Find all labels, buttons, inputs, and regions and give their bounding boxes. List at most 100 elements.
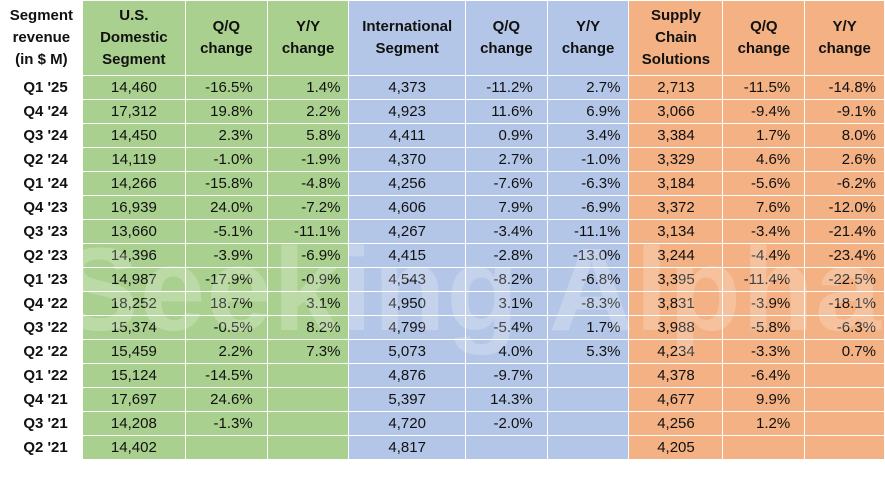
scs-yy-change-cell: -14.8% <box>804 75 885 100</box>
supply-chain-value-cell: 4,378 <box>628 363 724 388</box>
us-qq-change-cell: 19.8% <box>184 99 268 124</box>
us-domestic-value-cell: 13,660 <box>81 219 186 244</box>
us-yy-change-cell: -11.1% <box>266 219 350 244</box>
intl-yy-change-cell: -11.1% <box>546 219 630 244</box>
intl-qq-change-cell <box>464 435 548 460</box>
us-qq-change-cell: -0.5% <box>184 315 268 340</box>
us-qq-change-cell: -16.5% <box>184 75 268 100</box>
us-qq-change-cell: 24.6% <box>184 387 268 412</box>
international-value-cell: 4,411 <box>348 123 466 148</box>
us-qq-change-cell: -3.9% <box>184 243 268 268</box>
scs-qq-change-cell: -5.8% <box>722 315 806 340</box>
scs-yy-change-cell: -6.2% <box>804 171 885 196</box>
quarter-label-cell: Q3 '23 <box>0 219 83 244</box>
us-yy-change-cell: -0.9% <box>266 267 350 292</box>
intl-yy-change-cell: -1.0% <box>546 147 630 172</box>
supply-chain-value-cell: 3,134 <box>628 219 724 244</box>
us-yy-change-cell: 1.4% <box>266 75 350 100</box>
header-us-yy-change: Y/Y change <box>266 0 350 76</box>
table-row: Q1 '22 15,124 -14.5% 4,876 -9.7% 4,378 -6.4% <box>0 363 885 388</box>
international-value-cell: 4,950 <box>348 291 466 316</box>
intl-yy-change-cell: -6.3% <box>546 171 630 196</box>
us-domestic-value-cell: 18,252 <box>81 291 186 316</box>
scs-yy-change-cell: 2.6% <box>804 147 885 172</box>
intl-qq-change-cell: -8.2% <box>464 267 548 292</box>
table-row: Q4 '22 18,252 18.7% 3.1% 4,950 3.1% -8.3% 3,831… <box>0 291 885 316</box>
table-row: Q1 '23 14,987 -17.9% -0.9% 4,543 -8.2% -6.8% 3,… <box>0 267 885 292</box>
us-domestic-value-cell: 15,374 <box>81 315 186 340</box>
us-yy-change-cell: 8.2% <box>266 315 350 340</box>
intl-qq-change-cell: 14.3% <box>464 387 548 412</box>
quarter-label-cell: Q1 '23 <box>0 267 83 292</box>
us-domestic-value-cell: 16,939 <box>81 195 186 220</box>
scs-yy-change-cell: -6.3% <box>804 315 885 340</box>
us-yy-change-cell: -1.9% <box>266 147 350 172</box>
us-domestic-value-cell: 15,124 <box>81 363 186 388</box>
intl-yy-change-cell: 6.9% <box>546 99 630 124</box>
scs-qq-change-cell: 4.6% <box>722 147 806 172</box>
us-yy-change-cell: 5.8% <box>266 123 350 148</box>
international-value-cell: 4,415 <box>348 243 466 268</box>
scs-qq-change-cell: -5.6% <box>722 171 806 196</box>
us-yy-change-cell <box>266 435 350 460</box>
table-row: Q4 '23 16,939 24.0% -7.2% 4,606 7.9% -6.9% 3,37… <box>0 195 885 220</box>
scs-yy-change-cell: -12.0% <box>804 195 885 220</box>
scs-yy-change-cell <box>804 435 885 460</box>
us-qq-change-cell: 2.3% <box>184 123 268 148</box>
scs-qq-change-cell: 9.9% <box>722 387 806 412</box>
scs-yy-change-cell: 8.0% <box>804 123 885 148</box>
quarter-label-cell: Q2 '22 <box>0 339 83 364</box>
intl-yy-change-cell: 1.7% <box>546 315 630 340</box>
scs-qq-change-cell: -3.9% <box>722 291 806 316</box>
table-row: Q2 '24 14,119 -1.0% -1.9% 4,370 2.7% -1.0% 3,32… <box>0 147 885 172</box>
us-qq-change-cell: -17.9% <box>184 267 268 292</box>
quarter-label-cell: Q3 '24 <box>0 123 83 148</box>
intl-yy-change-cell: -13.0% <box>546 243 630 268</box>
us-domestic-value-cell: 15,459 <box>81 339 186 364</box>
table-row: Q1 '24 14,266 -15.8% -4.8% 4,256 -7.6% -6.3% 3,… <box>0 171 885 196</box>
us-yy-change-cell <box>266 411 350 436</box>
intl-qq-change-cell: -7.6% <box>464 171 548 196</box>
scs-yy-change-cell: -23.4% <box>804 243 885 268</box>
intl-qq-change-cell: 3.1% <box>464 291 548 316</box>
intl-yy-change-cell: -6.9% <box>546 195 630 220</box>
us-domestic-value-cell: 14,987 <box>81 267 186 292</box>
intl-yy-change-cell: -6.8% <box>546 267 630 292</box>
table-row: Q3 '21 14,208 -1.3% 4,720 -2.0% 4,256 1.2% <box>0 411 885 436</box>
table-row: Q1 '25 14,460 -16.5% 1.4% 4,373 -11.2% 2.7% 2,7… <box>0 75 885 100</box>
intl-yy-change-cell <box>546 363 630 388</box>
intl-yy-change-cell: -8.3% <box>546 291 630 316</box>
table-row: Q2 '21 14,402 4,817 4,205 <box>0 435 885 460</box>
scs-yy-change-cell <box>804 411 885 436</box>
scs-qq-change-cell: 1.7% <box>722 123 806 148</box>
us-yy-change-cell: 2.2% <box>266 99 350 124</box>
quarter-label-cell: Q4 '22 <box>0 291 83 316</box>
supply-chain-value-cell: 3,184 <box>628 171 724 196</box>
us-domestic-value-cell: 17,312 <box>81 99 186 124</box>
header-intl-qq-change: Q/Q change <box>464 0 548 76</box>
intl-qq-change-cell: 0.9% <box>464 123 548 148</box>
intl-qq-change-cell: -2.8% <box>464 243 548 268</box>
quarter-label-cell: Q1 '24 <box>0 171 83 196</box>
us-domestic-value-cell: 14,402 <box>81 435 186 460</box>
supply-chain-value-cell: 4,256 <box>628 411 724 436</box>
quarter-label-cell: Q4 '21 <box>0 387 83 412</box>
intl-qq-change-cell: -11.2% <box>464 75 548 100</box>
us-domestic-value-cell: 17,697 <box>81 387 186 412</box>
us-domestic-value-cell: 14,450 <box>81 123 186 148</box>
us-domestic-value-cell: 14,119 <box>81 147 186 172</box>
quarter-label-cell: Q4 '23 <box>0 195 83 220</box>
supply-chain-value-cell: 3,384 <box>628 123 724 148</box>
segment-revenue-table: Segment revenue (in $ M) U.S. Domestic S… <box>0 0 885 460</box>
intl-yy-change-cell: 2.7% <box>546 75 630 100</box>
supply-chain-value-cell: 2,713 <box>628 75 724 100</box>
scs-qq-change-cell: -9.4% <box>722 99 806 124</box>
intl-yy-change-cell: 3.4% <box>546 123 630 148</box>
international-value-cell: 5,073 <box>348 339 466 364</box>
scs-qq-change-cell: -6.4% <box>722 363 806 388</box>
supply-chain-value-cell: 3,831 <box>628 291 724 316</box>
intl-yy-change-cell <box>546 411 630 436</box>
supply-chain-value-cell: 3,988 <box>628 315 724 340</box>
supply-chain-value-cell: 3,329 <box>628 147 724 172</box>
header-intl-yy-change: Y/Y change <box>546 0 630 76</box>
